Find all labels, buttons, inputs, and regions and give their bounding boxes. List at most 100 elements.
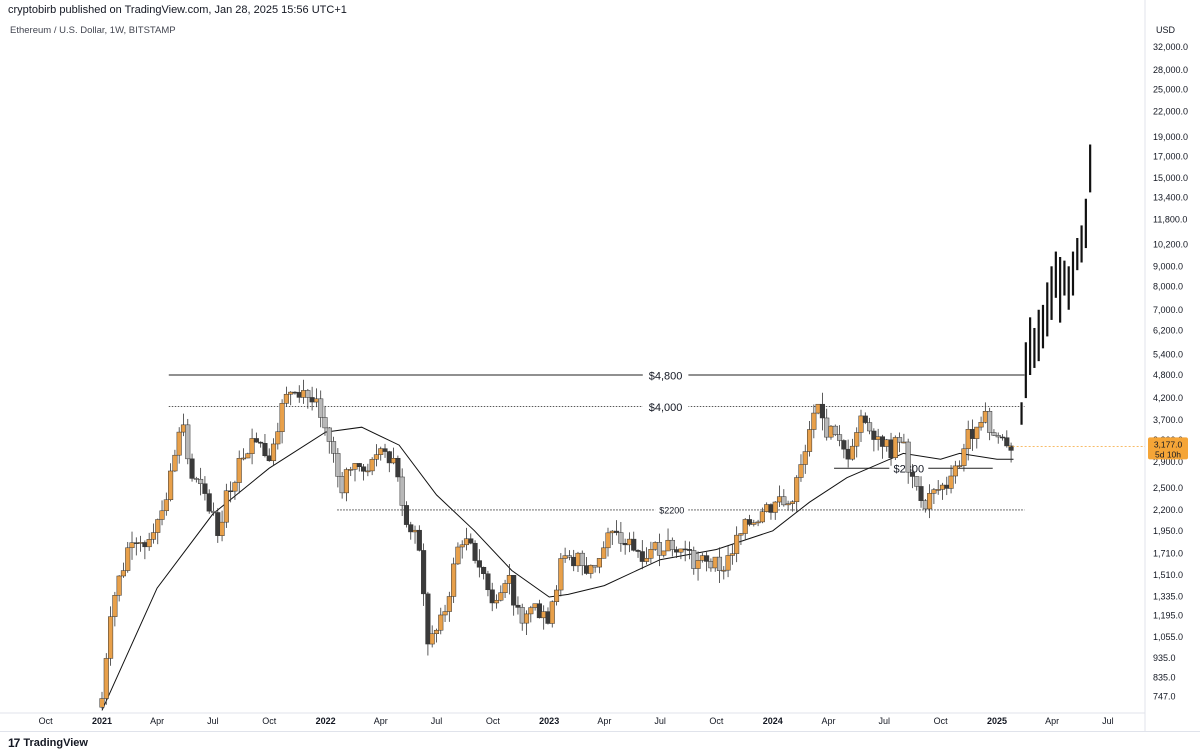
candle-body — [639, 551, 645, 562]
candle-body — [331, 441, 337, 454]
candle-body — [871, 430, 877, 440]
candle-body — [283, 393, 289, 404]
candle-body — [579, 552, 585, 566]
candle-body — [433, 629, 440, 635]
candle-body — [270, 443, 277, 462]
candle-body — [446, 596, 452, 612]
candle-body — [566, 555, 572, 558]
candle-body — [125, 547, 131, 571]
x-tick-label: 2023 — [539, 716, 559, 726]
candle-body — [605, 532, 611, 549]
candle-body — [935, 489, 941, 491]
candle-body — [789, 501, 795, 504]
candle-body — [361, 466, 367, 472]
x-tick-label: Oct — [486, 716, 501, 726]
x-tick-label: Oct — [39, 716, 54, 726]
candle-body — [253, 438, 259, 443]
x-tick-label: Jul — [879, 716, 891, 726]
candle-body — [768, 504, 774, 513]
y-tick-label: 1,335.0 — [1153, 591, 1183, 601]
candle-body — [553, 589, 560, 602]
x-tick-label: Jul — [654, 716, 666, 726]
candle-body — [373, 454, 379, 460]
candle-body — [734, 534, 740, 554]
candle-body — [854, 432, 860, 447]
x-tick-label: Jul — [1102, 716, 1114, 726]
x-tick-label: Oct — [262, 716, 277, 726]
x-tick-label: Oct — [934, 716, 949, 726]
y-tick-label: 10,200.0 — [1153, 240, 1188, 250]
candle-body — [776, 496, 783, 503]
candle-body — [249, 438, 255, 454]
candle-body — [995, 435, 1001, 438]
x-tick-label: Apr — [597, 716, 611, 726]
x-tick-label: Apr — [822, 716, 836, 726]
candle-body — [669, 539, 675, 550]
candle-body — [202, 483, 208, 494]
y-tick-label: 25,000.0 — [1153, 85, 1188, 95]
y-tick-label: 835.0 — [1153, 672, 1176, 682]
candle-body — [108, 616, 114, 659]
candle-body — [691, 550, 697, 569]
candle-body — [841, 440, 847, 450]
candle-body — [828, 425, 834, 438]
candle-body — [806, 429, 813, 452]
candle-body — [1008, 445, 1014, 451]
candle-body — [150, 532, 157, 540]
level-label: $4,000 — [649, 402, 683, 414]
level-label-bg — [642, 367, 689, 383]
candle-body — [305, 390, 311, 398]
candle-body — [892, 437, 898, 459]
candle-body — [909, 471, 916, 477]
candle-body — [575, 552, 581, 567]
candle-body — [421, 550, 427, 595]
candle-body — [1004, 437, 1010, 447]
candle-body — [815, 403, 821, 414]
y-tick-label: 1,710.0 — [1153, 548, 1183, 558]
candle-body — [339, 476, 345, 494]
candle-body — [300, 390, 307, 398]
y-tick-label: 5,400.0 — [1153, 350, 1183, 360]
candle-body — [914, 476, 920, 487]
candle-body — [159, 510, 165, 520]
y-axis-unit: USD — [1156, 25, 1176, 35]
candle-body — [819, 403, 825, 419]
candle-body — [481, 566, 487, 574]
candle-body — [365, 470, 371, 473]
y-tick-label: 13,400.0 — [1153, 192, 1188, 202]
candle-body — [918, 486, 924, 501]
y-tick-label: 1,195.0 — [1153, 610, 1183, 620]
candle-body — [991, 432, 997, 436]
candle-body — [476, 560, 482, 568]
candle-body — [343, 469, 349, 494]
candle-body — [232, 482, 238, 492]
y-tick-label: 19,000.0 — [1153, 132, 1188, 142]
price-chart[interactable]: USD 32,000.0 28,000.0 25,000.0 22,000.0 19,00… — [0, 0, 1200, 732]
candle-body — [751, 522, 757, 525]
candle-body — [811, 412, 817, 430]
footer-brand[interactable]: 17 TradingView — [8, 736, 88, 750]
candle-body — [335, 453, 341, 477]
candle-body — [532, 603, 538, 608]
candle-body — [292, 391, 298, 394]
candle-body — [699, 555, 705, 561]
candle-body — [180, 424, 187, 433]
candle-body — [596, 558, 602, 568]
candle-body — [215, 512, 221, 536]
y-tick-label: 4,800.0 — [1153, 370, 1183, 380]
candle-body — [493, 599, 500, 604]
candle-body — [438, 614, 444, 631]
candle-body — [978, 422, 984, 428]
candle-body — [879, 436, 885, 447]
candle-body — [631, 538, 637, 551]
y-tick-label: 8,000.0 — [1153, 282, 1183, 292]
candle-body — [472, 542, 478, 561]
candle-body — [412, 529, 418, 533]
candle-body — [952, 465, 958, 477]
candle-body — [858, 415, 864, 433]
level-label-bg — [642, 399, 689, 415]
candle-body — [172, 454, 178, 472]
candle-body — [678, 548, 684, 553]
candle-body — [742, 519, 748, 534]
candle-body — [318, 398, 324, 418]
